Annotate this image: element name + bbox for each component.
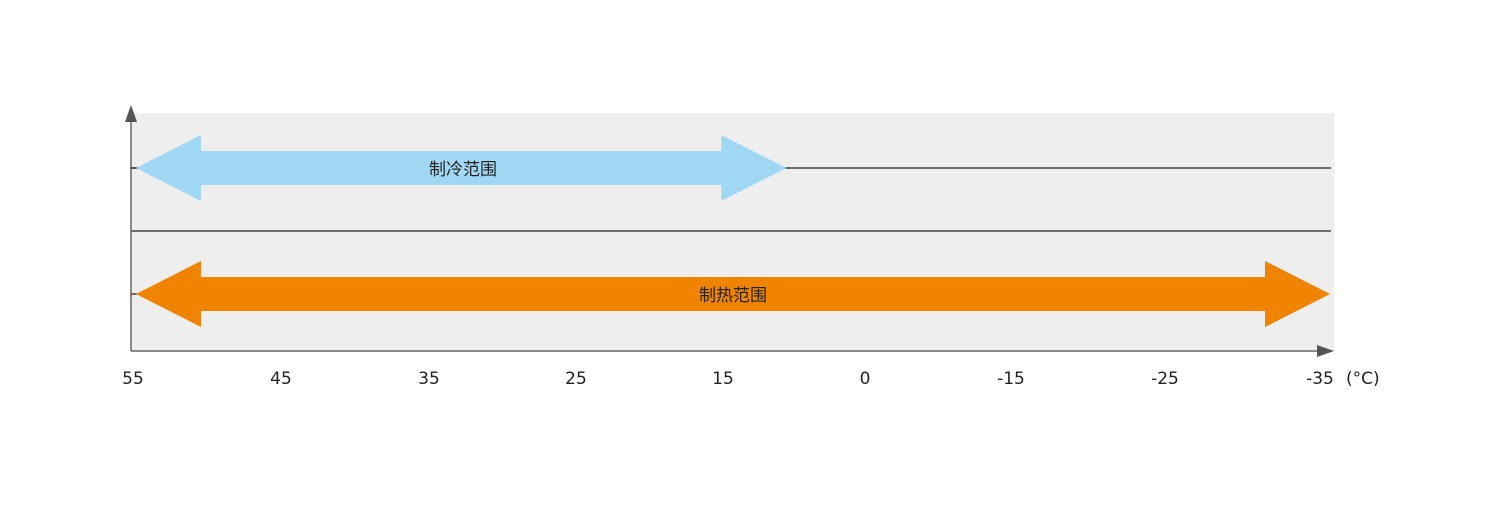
y-axis-arrow-icon: [125, 105, 137, 122]
x-tick-label: -25: [1151, 369, 1179, 389]
x-tick-label: 0: [860, 369, 871, 389]
x-tick-label: -15: [997, 369, 1025, 389]
x-axis-arrow-icon: [1317, 345, 1334, 357]
x-tick-label: -35: [1306, 369, 1334, 389]
cooling-range-label: 制冷范围: [429, 160, 497, 180]
heating-range-label: 制热范围: [699, 286, 767, 306]
cooling-range-arrow: [136, 135, 787, 201]
x-tick-label: 25: [565, 369, 587, 389]
x-unit-label: (°C): [1346, 369, 1380, 389]
x-tick-label: 35: [418, 369, 440, 389]
heating-range-arrow: [136, 261, 1330, 327]
x-tick-label: 55: [122, 369, 144, 389]
x-tick-label: 45: [270, 369, 292, 389]
x-tick-label: 15: [712, 369, 734, 389]
